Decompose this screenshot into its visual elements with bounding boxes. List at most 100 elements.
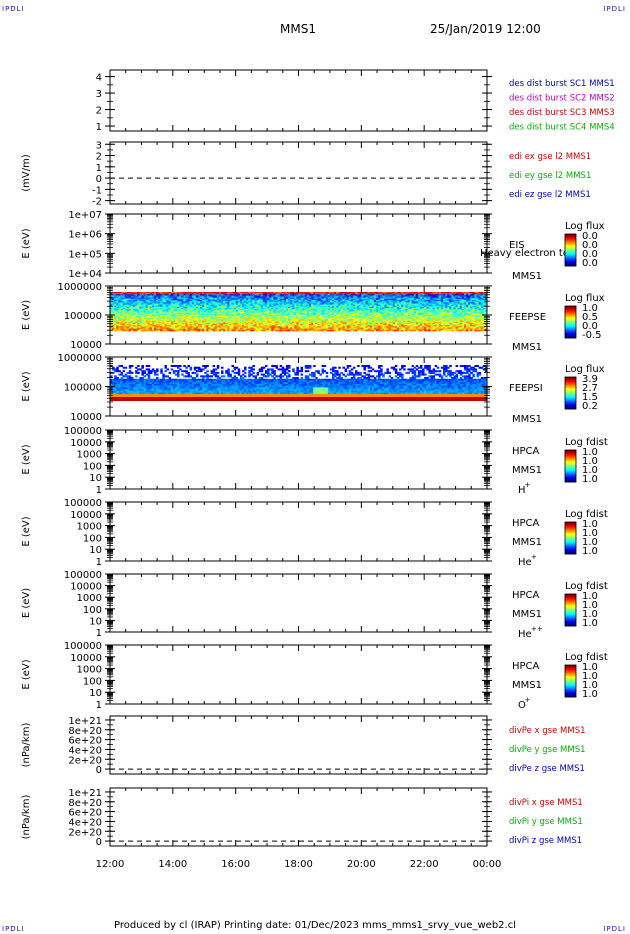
spectrogram-cell <box>359 310 362 312</box>
spectrogram-cell <box>336 313 339 316</box>
spectrogram-cell <box>396 306 400 309</box>
spectrogram-cell <box>436 316 440 318</box>
spectrogram-cell <box>346 320 350 323</box>
spectrogram-cell <box>189 313 193 316</box>
spectrogram-cell <box>308 317 312 319</box>
spectrogram-cell <box>329 295 333 297</box>
spectrogram-cell <box>156 309 159 311</box>
spectrogram-cell <box>300 297 304 300</box>
spectrogram-cell <box>241 305 245 308</box>
spectrogram-cell <box>229 319 232 321</box>
spectrogram-cell <box>206 318 209 320</box>
spectrogram-cell <box>304 304 308 307</box>
spectrogram-cell <box>147 292 151 294</box>
spectrogram-cell <box>283 309 287 311</box>
spectrogram-cell <box>445 319 448 321</box>
spectrogram-cell <box>411 302 415 304</box>
spectrogram-cell <box>375 306 379 309</box>
spectrogram-cell <box>216 305 220 308</box>
spectrogram-cell <box>141 308 144 310</box>
spectrogram-cell <box>221 301 224 303</box>
spectrogram-cell <box>319 301 322 303</box>
spectrogram-cell <box>168 312 172 315</box>
spectrogram-cell <box>401 312 404 315</box>
spectrogram-cell <box>162 313 165 316</box>
spectrogram-cell <box>288 296 291 299</box>
spectrogram-cell <box>474 316 477 318</box>
spectrogram-cell <box>478 303 482 305</box>
spectrogram-cell <box>120 319 123 321</box>
spectrogram-cell <box>413 320 417 323</box>
spectrogram-cell <box>344 305 348 308</box>
spectrogram-cell <box>380 295 383 297</box>
spectrogram-cell <box>256 298 260 301</box>
spectrogram-cell <box>118 295 121 297</box>
spectrogram-cell <box>149 305 153 308</box>
spectrogram-cell <box>334 303 337 305</box>
spectrogram-cell <box>273 296 276 299</box>
spectrogram-cell <box>394 296 398 299</box>
spectrogram-cell <box>275 309 278 311</box>
spectrogram-cell <box>480 310 484 312</box>
spectrogram-cell <box>197 319 201 321</box>
spectrogram-cell <box>122 306 126 309</box>
spectrogram-cell <box>394 316 398 318</box>
spectrogram-cell <box>371 297 375 300</box>
spectrogram-cell <box>120 309 123 311</box>
spectrogram-cell <box>248 318 251 320</box>
spectrogram-cell <box>463 292 467 294</box>
spectrogram-cell <box>434 298 438 301</box>
spectrogram-cell <box>145 310 149 312</box>
spectrogram-cell <box>181 301 184 303</box>
spectrogram-cell <box>143 313 146 316</box>
spectrogram-cell <box>436 319 440 321</box>
spectrogram-cell <box>382 292 385 294</box>
spectrogram-cell <box>461 314 465 317</box>
spectrogram-cell <box>306 297 310 300</box>
spectrogram-cell <box>262 320 266 323</box>
spectrogram-cell <box>149 302 153 304</box>
spectrogram-cell <box>285 314 289 317</box>
spectrogram-cell <box>445 295 448 297</box>
spectrogram-cell <box>229 305 232 308</box>
spectrogram-cell <box>306 311 310 313</box>
spectrogram-cell <box>135 319 138 321</box>
spectrogram-cell <box>147 295 151 297</box>
y-tick-label: 3 <box>96 89 102 100</box>
spectrogram-cell <box>283 310 287 312</box>
spectrogram-cell <box>361 301 364 303</box>
spectrogram-cell <box>179 305 182 308</box>
spectrogram-cell <box>440 316 444 318</box>
spectrogram-cell <box>308 314 312 317</box>
spectrogram-cell <box>189 308 193 310</box>
spectrogram-cell <box>409 295 412 297</box>
spectrogram-cell <box>294 306 297 309</box>
spectrogram-cell <box>279 305 283 308</box>
spectrogram-cell <box>419 319 423 321</box>
spectrogram-cell <box>256 318 260 320</box>
spectrogram-cell <box>166 297 170 300</box>
spectrogram-cell <box>388 314 392 317</box>
spectrogram-cell <box>283 303 287 305</box>
spectrogram-cell <box>443 317 446 319</box>
spectrogram-cell <box>267 308 270 310</box>
spectrogram-cell <box>357 301 360 303</box>
spectrogram-cell <box>405 311 408 313</box>
spectrogram-cell <box>145 303 149 305</box>
spectrogram-cell <box>130 312 134 315</box>
spectrogram-cell <box>288 293 291 295</box>
spectrogram-cell <box>177 317 180 319</box>
spectrogram-cell <box>200 316 203 318</box>
spectrogram-cell <box>451 293 454 295</box>
spectrogram-cell <box>380 297 383 300</box>
spectrogram-cell <box>273 306 276 309</box>
spectrogram-cell <box>298 318 301 320</box>
spectrogram-cell <box>250 295 253 297</box>
spectrogram-cell <box>160 303 163 305</box>
spectrogram-cell <box>183 318 186 320</box>
spectrogram-cell <box>413 297 417 300</box>
spectrogram-cell <box>296 320 299 323</box>
spectrogram-cell <box>162 314 165 317</box>
spectrogram-cell <box>363 306 366 309</box>
spectrogram-cell <box>394 303 398 305</box>
